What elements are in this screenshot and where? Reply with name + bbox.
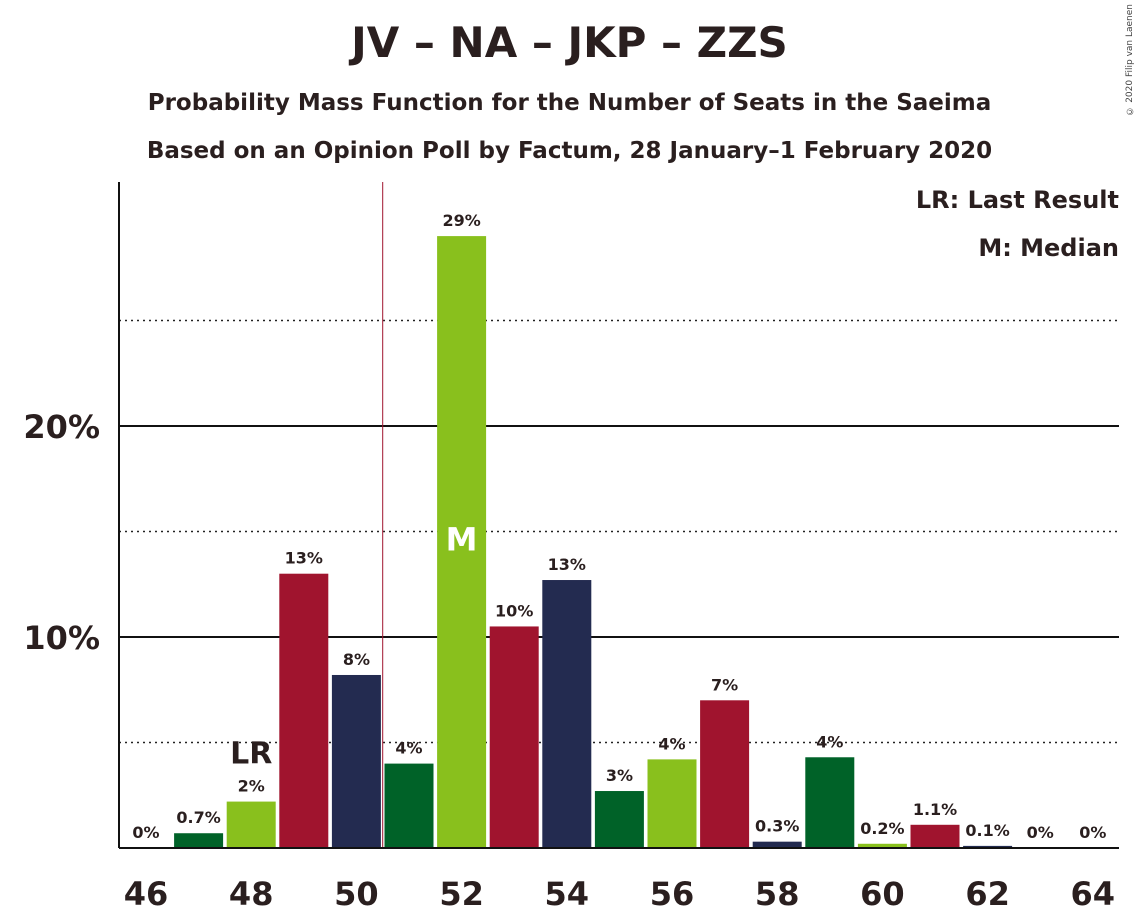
data-label-55: 3%	[606, 766, 633, 785]
data-label-50: 8%	[343, 650, 370, 669]
bar-51	[384, 763, 434, 848]
bar-52	[437, 236, 487, 849]
legend-median: M: Median	[978, 234, 1119, 262]
bar-49	[279, 573, 329, 848]
chart-subtitle-2: Based on an Opinion Poll by Factum, 28 J…	[146, 138, 993, 164]
data-label-49: 13%	[285, 549, 323, 568]
data-label-61: 1.1%	[913, 800, 957, 819]
last-result-marker: LR	[230, 737, 272, 772]
bar-58	[752, 841, 802, 848]
x-tick-label-48: 48	[229, 875, 274, 913]
bar-59	[805, 757, 855, 848]
bar-54	[542, 580, 592, 848]
data-label-58: 0.3%	[755, 817, 799, 836]
data-label-52: 29%	[442, 211, 480, 230]
data-label-57: 7%	[711, 675, 738, 694]
bar-61	[910, 824, 960, 848]
data-label-63: 0%	[1027, 823, 1054, 842]
data-label-54: 13%	[548, 555, 586, 574]
chart-subtitle-1: Probability Mass Function for the Number…	[147, 90, 992, 116]
x-tick-label-62: 62	[965, 875, 1010, 913]
y-tick-label-20: 20%	[23, 408, 100, 446]
y-tick-label-10: 10%	[23, 619, 100, 657]
bar-57	[700, 700, 750, 848]
bar-50	[331, 674, 381, 848]
data-label-64: 0%	[1079, 823, 1106, 842]
bar-60	[857, 843, 907, 848]
x-tick-label-46: 46	[124, 875, 169, 913]
x-tick-label-50: 50	[334, 875, 379, 913]
bar-56	[647, 759, 697, 848]
x-tick-label-52: 52	[439, 875, 484, 913]
data-label-62: 0.1%	[965, 821, 1009, 840]
data-label-51: 4%	[395, 739, 422, 758]
bar-53	[489, 626, 539, 848]
bar-48	[226, 801, 276, 848]
data-label-47: 0.7%	[176, 808, 220, 827]
bar-55	[594, 791, 644, 848]
chart-title: JV – NA – JKP – ZZS	[351, 18, 788, 67]
data-label-59: 4%	[816, 732, 843, 751]
x-tick-label-60: 60	[860, 875, 905, 913]
x-tick-label-54: 54	[545, 875, 590, 913]
x-tick-label-64: 64	[1071, 875, 1116, 913]
x-tick-label-56: 56	[650, 875, 695, 913]
data-label-60: 0.2%	[860, 819, 904, 838]
bar-62	[963, 845, 1013, 848]
data-label-56: 4%	[658, 734, 685, 753]
bar-47	[174, 833, 224, 848]
data-label-46: 0%	[132, 823, 159, 842]
data-label-48: 2%	[238, 777, 265, 796]
x-tick-label-58: 58	[755, 875, 800, 913]
legend-last-result: LR: Last Result	[915, 186, 1119, 214]
median-marker: M	[446, 520, 478, 558]
data-label-53: 10%	[495, 601, 533, 620]
